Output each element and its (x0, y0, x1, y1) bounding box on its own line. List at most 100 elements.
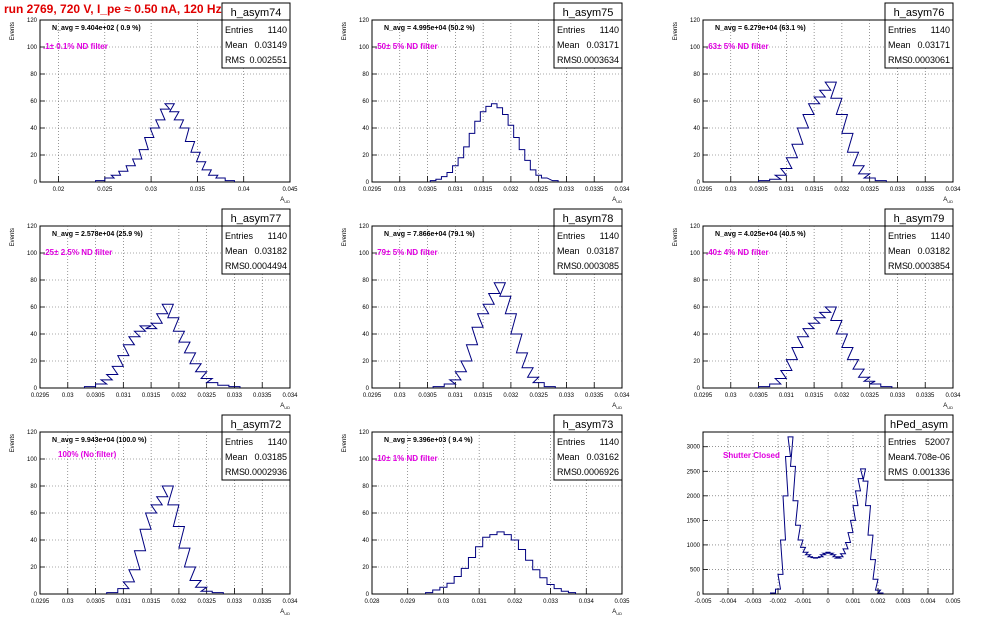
x-tick-label: 0.005 (945, 599, 961, 605)
y-tick-label: 20 (30, 359, 37, 365)
y-tick-label: 0 (366, 592, 370, 598)
stats-value-entries: 1140 (268, 25, 287, 35)
x-tick-label: 0.033 (227, 599, 243, 605)
x-tick-label: 0.0325 (529, 187, 548, 193)
stats-value-mean: 0.03171 (917, 40, 950, 50)
y-tick-label: 40 (30, 538, 37, 544)
stats-value-entries: 1140 (268, 437, 287, 447)
y-tick-label: 20 (362, 359, 369, 365)
y-tick-label: 60 (30, 511, 37, 517)
stats-label-mean: Mean (557, 246, 580, 256)
filter-label: .79± 5% ND filter (375, 248, 438, 257)
stats-title: h_asym75 (563, 7, 614, 19)
n-avg-label: N_avg = 4.025e+04 (40.5 %) (715, 231, 806, 238)
stats-label-entries: Entries (557, 25, 586, 35)
stats-value-mean: 0.03171 (586, 40, 619, 50)
filter-label: .10± 1% ND filter (375, 454, 438, 463)
y-tick-label: 80 (362, 484, 369, 490)
y-tick-label: 40 (362, 332, 369, 338)
x-tick-label: 0.0295 (694, 187, 713, 193)
y-axis-title: Events (10, 228, 16, 246)
x-tick-label: 0.0295 (31, 599, 50, 605)
stats-title: hPed_asym (890, 419, 948, 431)
y-axis-title: Events (673, 228, 679, 246)
filter-label: Shutter Closed (723, 451, 780, 460)
y-tick-label: 100 (690, 251, 701, 257)
y-tick-label: 0 (34, 180, 38, 186)
y-tick-label: 0 (34, 592, 38, 598)
histogram-series (429, 103, 559, 182)
x-tick-label: 0.035 (190, 187, 206, 193)
x-tick-label: 0.03 (62, 393, 74, 399)
stats-label-mean: Mean (225, 40, 248, 50)
y-axis-title: Events (342, 434, 348, 452)
x-tick-label: 0.025 (97, 187, 113, 193)
y-tick-label: 80 (693, 72, 700, 78)
x-tick-label: 0.04 (238, 187, 250, 193)
x-tick-label: 0.0315 (805, 187, 824, 193)
x-axis-title: AUD (612, 197, 622, 204)
x-tick-label: 0.0305 (86, 599, 105, 605)
x-tick-label: 0.034 (282, 393, 298, 399)
stats-label-rms: RMS (888, 467, 908, 477)
x-tick-label: 0.034 (945, 393, 961, 399)
y-tick-label: 0 (34, 386, 38, 392)
y-tick-label: 120 (690, 224, 701, 230)
y-tick-label: 60 (30, 99, 37, 105)
x-tick-label: 0.032 (507, 599, 523, 605)
y-axis-title: Events (342, 22, 348, 40)
stats-label-rms: RMS (225, 55, 245, 65)
x-tick-label: 0.0315 (474, 187, 493, 193)
y-tick-label: 0 (697, 386, 701, 392)
x-axis-title: AUD (612, 609, 622, 616)
x-tick-label: 0 (826, 599, 830, 605)
n-avg-label: N_avg = 9.396e+03 ( 9.4 %) (384, 437, 473, 444)
n-avg-label: N_avg = 6.279e+04 (63.1 %) (715, 25, 806, 32)
y-tick-label: 20 (362, 565, 369, 571)
stats-value-rms: 0.0006926 (576, 467, 619, 477)
n-avg-label: N_avg = 9.943e+04 (100.0 %) (52, 437, 147, 444)
stats-value-rms: 0.0003085 (576, 261, 619, 271)
histogram-panel-h_asym77: 0.0295 0.03 0.0305 0.031 0.0315 0.032 0.0325 0.… (10, 208, 298, 410)
y-tick-label: 120 (359, 18, 370, 24)
x-tick-label: 0.033 (559, 187, 575, 193)
x-tick-label: 0.032 (834, 187, 850, 193)
x-tick-label: 0.032 (503, 393, 519, 399)
x-tick-label: 0.035 (614, 599, 630, 605)
y-tick-label: 100 (359, 457, 370, 463)
stats-label-rms: RMS (225, 467, 245, 477)
y-axis-title: Events (10, 22, 16, 40)
y-tick-label: 1500 (687, 518, 701, 524)
y-tick-label: 3000 (687, 445, 701, 451)
x-tick-label: 0.0295 (363, 393, 382, 399)
stats-value-rms: 0.0002936 (244, 467, 287, 477)
filter-label: .63± 5% ND filter (706, 42, 769, 51)
x-tick-label: 0.0315 (474, 393, 493, 399)
stats-value-mean: 4.708e-06 (909, 452, 950, 462)
stats-value-rms: 0.0003854 (907, 261, 950, 271)
x-axis-title: AUD (280, 197, 290, 204)
y-tick-label: 100 (27, 457, 38, 463)
x-tick-label: 0.0305 (749, 187, 768, 193)
x-tick-label: 0.032 (503, 187, 519, 193)
stats-value-mean: 0.03185 (254, 452, 287, 462)
x-tick-label: 0.03 (394, 187, 406, 193)
stats-box (553, 431, 623, 481)
stats-value-rms: 0.0003061 (907, 55, 950, 65)
x-tick-label: 0.003 (895, 599, 911, 605)
y-tick-label: 120 (359, 224, 370, 230)
y-tick-label: 120 (690, 18, 701, 24)
x-tick-label: 0.0335 (585, 187, 604, 193)
stats-title: h_asym72 (231, 419, 282, 431)
histogram-series (758, 306, 893, 388)
x-tick-label: 0.03 (438, 599, 450, 605)
x-tick-label: 0.033 (543, 599, 559, 605)
y-tick-label: 40 (30, 332, 37, 338)
filter-label: .40± 4% ND filter (706, 248, 769, 257)
stats-label-mean: Mean (888, 246, 911, 256)
histogram-panel-h_asym76: 0.0295 0.03 0.0305 0.031 0.0315 0.032 0.0325 0.… (673, 2, 961, 204)
x-tick-label: 0.034 (614, 393, 630, 399)
stats-label-entries: Entries (888, 231, 917, 241)
x-tick-label: 0.03 (62, 599, 74, 605)
y-tick-label: 1000 (687, 543, 701, 549)
